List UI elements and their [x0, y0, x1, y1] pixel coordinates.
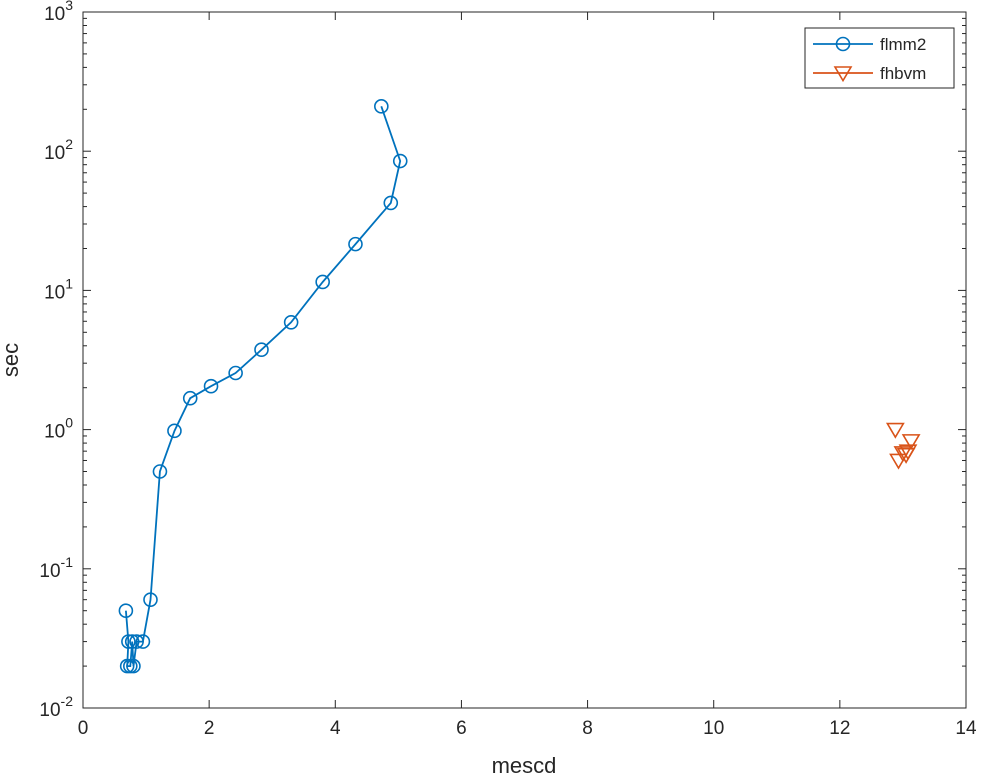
x-tick-label: 4 — [330, 718, 341, 739]
series-line — [125, 106, 402, 667]
legend-entry: fhbvm — [813, 64, 926, 83]
data-point — [348, 236, 363, 252]
data-point — [118, 603, 134, 619]
legend: flmm2 fhbvm — [804, 27, 955, 89]
legend-label: fhbvm — [880, 64, 926, 83]
data-point — [893, 446, 913, 463]
data-point — [898, 444, 918, 461]
data-point — [129, 634, 144, 649]
data-point — [228, 365, 243, 381]
x-tick-label: 10 — [703, 718, 724, 739]
y-tick-label: 101 — [44, 275, 73, 303]
x-tick-label: 8 — [582, 718, 593, 739]
data-point — [374, 99, 389, 114]
y-axis-label: sec — [0, 343, 23, 377]
data-point — [254, 342, 269, 357]
data-point — [383, 195, 399, 211]
data-point — [885, 422, 905, 439]
data-point — [315, 274, 330, 290]
x-tick-label: 0 — [78, 718, 89, 739]
plot-area — [82, 11, 967, 709]
legend-marker — [835, 36, 851, 52]
legend-marker — [833, 66, 853, 83]
data-point — [124, 634, 140, 649]
data-point — [392, 153, 408, 169]
y-tick-label: 103 — [44, 0, 73, 25]
x-tick-label: 6 — [456, 718, 467, 739]
x-tick-label: 12 — [829, 718, 850, 739]
data-point — [135, 634, 151, 649]
series-layer — [118, 99, 921, 674]
series-fhbvm — [885, 422, 921, 470]
y-tick-label: 10-2 — [39, 693, 73, 721]
data-point — [283, 314, 299, 330]
data-point — [901, 434, 921, 451]
legend-entry: flmm2 — [813, 35, 926, 54]
data-point — [182, 390, 198, 406]
axis-ticks: 0 2 4 6 8 10 12 14 10-2 10-1 100 101 102 103 — [39, 0, 977, 739]
x-axis-label: mescd — [492, 753, 557, 777]
data-point — [121, 634, 136, 649]
series-flmm2 — [118, 99, 408, 674]
y-tick-label: 102 — [44, 136, 73, 164]
legend-box — [804, 27, 955, 89]
data-point — [203, 378, 219, 394]
legend-label: flmm2 — [880, 35, 926, 54]
y-tick-label: 10-1 — [39, 554, 73, 582]
data-point — [143, 592, 158, 607]
data-point — [152, 464, 168, 479]
x-tick-label: 2 — [204, 718, 215, 739]
y-tick-label: 100 — [44, 415, 73, 443]
data-point — [126, 658, 141, 674]
data-point — [167, 423, 182, 439]
x-tick-label: 14 — [955, 718, 977, 739]
